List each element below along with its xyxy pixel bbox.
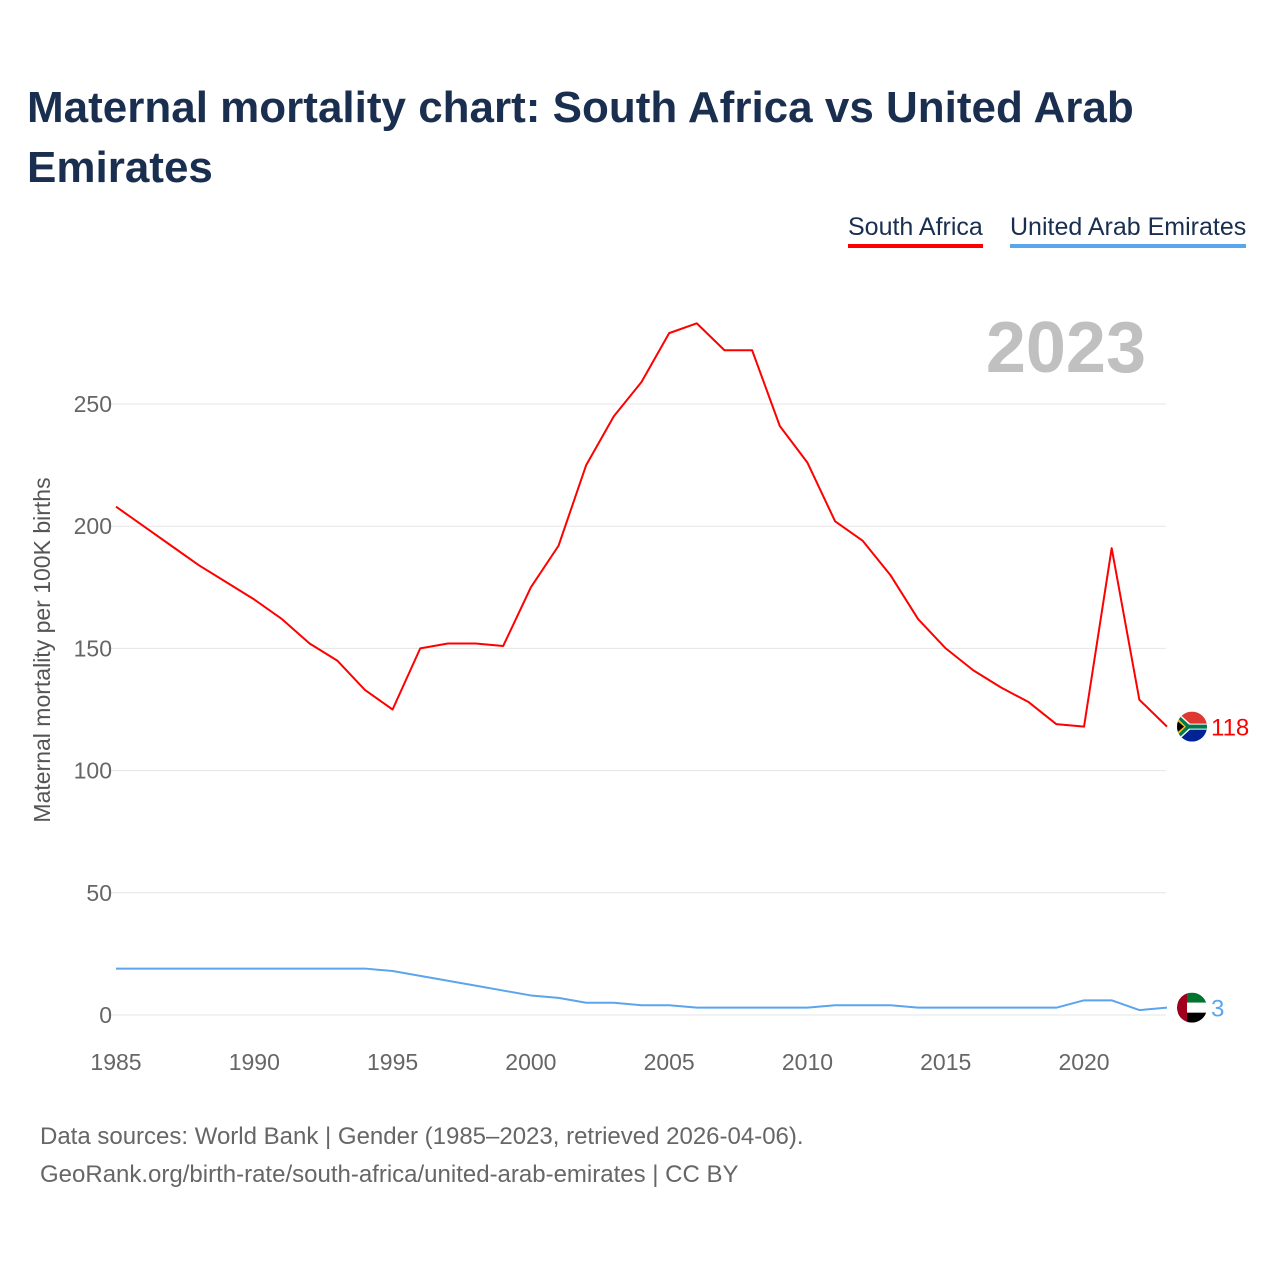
flag-green <box>1177 711 1207 742</box>
south-africa-flag-icon <box>1177 711 1207 742</box>
legend-united-arab-emirates[interactable]: United Arab Emirates <box>1010 213 1247 248</box>
footer-sources: Data sources: World Bank | Gender (1985–… <box>40 1123 804 1150</box>
footer-link[interactable]: GeoRank.org/birth-rate/south-africa/unit… <box>40 1161 739 1188</box>
y-tick-label: 100 <box>74 758 112 784</box>
x-tick-label: 1985 <box>90 1049 141 1075</box>
flag-black <box>1177 1012 1207 1023</box>
y-tick-label: 250 <box>74 391 112 417</box>
series-line-south-africa <box>115 322 1168 728</box>
y-tick-label: 0 <box>99 1002 112 1028</box>
legend-south-africa[interactable]: South Africa <box>848 213 983 248</box>
uae-flag-icon <box>1177 992 1207 1023</box>
flag-shape <box>1177 992 1207 1023</box>
x-tick-label: 1990 <box>229 1049 280 1075</box>
chart-title: Maternal mortality chart: South Africa v… <box>27 83 1134 192</box>
footer: Data sources: World Bank | Gender (1985–… <box>40 1118 804 1194</box>
x-tick-label: 2000 <box>505 1049 556 1075</box>
flag-black <box>1177 720 1184 733</box>
x-tick-label: 2005 <box>644 1049 695 1075</box>
y-axis-label: Maternal mortality per 100K births <box>29 477 55 822</box>
flag-red <box>1177 992 1187 1023</box>
x-tick-label: 2010 <box>782 1049 833 1075</box>
year-label: 2023 <box>986 308 1146 388</box>
series-line-united-arab-emirates <box>116 967 1168 1012</box>
end-value-label: 118 <box>1211 715 1249 742</box>
flag-white <box>1177 1002 1207 1013</box>
flag-shape <box>1177 711 1207 742</box>
x-tick-label: 2020 <box>1058 1049 1109 1075</box>
y-tick-label: 150 <box>74 635 112 661</box>
end-value-label: 3 <box>1211 996 1224 1023</box>
flag-green <box>1177 992 1207 1003</box>
x-tick-label: 2015 <box>920 1049 971 1075</box>
y-tick-label: 50 <box>86 880 112 906</box>
y-tick-label: 200 <box>74 513 112 539</box>
x-tick-label: 1995 <box>367 1049 418 1075</box>
